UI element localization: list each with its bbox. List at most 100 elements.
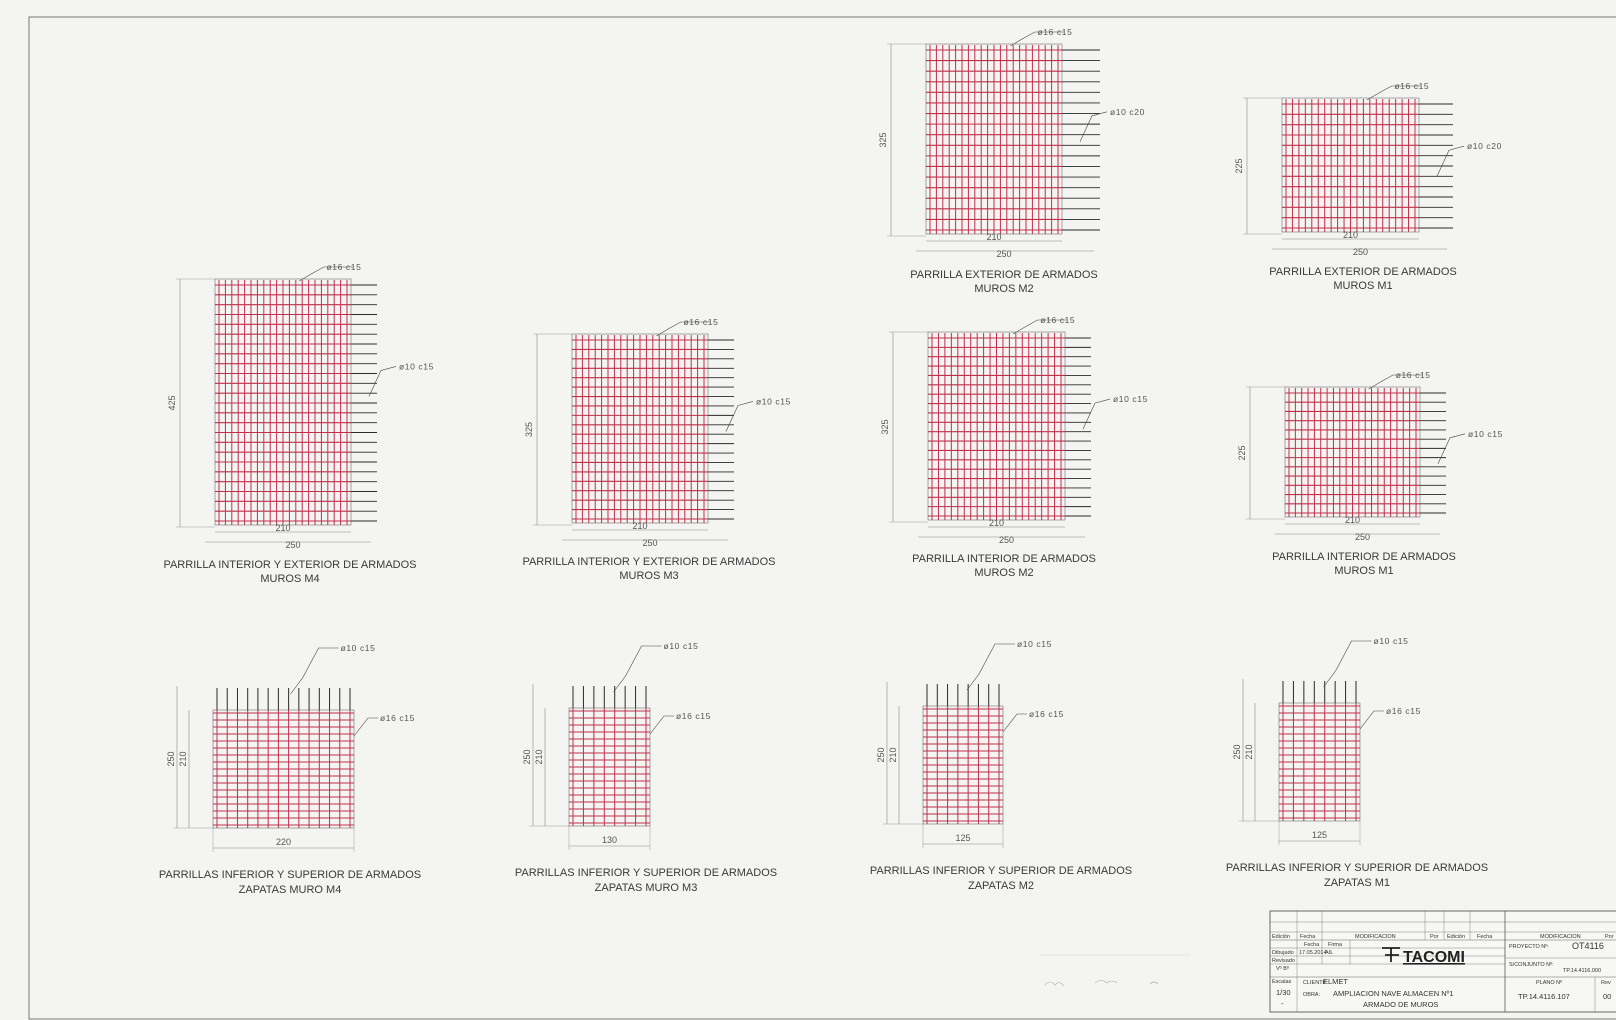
caption-ext-m2-line2: MUROS M2: [974, 283, 1033, 295]
width-dimension: 130: [602, 835, 617, 845]
mesh-outline: [212, 709, 355, 829]
leader-line: [1079, 111, 1108, 142]
height-dimension: 325: [878, 132, 888, 147]
tacomi-logo: TACOMI: [1382, 947, 1465, 966]
tb-fecha-dibujado: 17.05.2014: [1299, 950, 1327, 956]
tb-firma-label: Firma: [1328, 942, 1343, 948]
tb-hdr-fecha: Fecha: [1300, 934, 1316, 940]
inner-width-dimension: 210: [989, 518, 1004, 528]
wall-mesh-panel-0: ø16 c15 ø10 c20 325 210 250: [878, 27, 1145, 259]
width-dimension: 125: [955, 833, 970, 843]
tb-obra: AMPLIACION NAVE ALMACEN Nº1: [1333, 989, 1454, 998]
leader-line: [656, 321, 710, 337]
caption-ext-m1-line1: PARRILLA EXTERIOR DE ARMADOS: [1269, 266, 1456, 278]
leader-line: [1436, 145, 1465, 177]
caption-int-m2-line1: PARRILLA INTERIOR DE ARMADOS: [912, 553, 1096, 565]
tb-hdr-edicion: Edición: [1272, 934, 1290, 940]
title-block: Edición Fecha MODIFICACION Por Edición F…: [1269, 910, 1616, 1013]
caption-m4-line1: PARRILLA INTERIOR Y EXTERIOR DE ARMADOS: [163, 559, 416, 571]
width-dimension: 220: [276, 837, 291, 847]
tb-fecha-label: Fecha: [1304, 942, 1320, 948]
bar-label-top: ø10 c15: [664, 641, 699, 651]
sheet-border: [28, 16, 1616, 1020]
inner-width-dimension: 210: [986, 232, 1001, 242]
caption-zap-m3-line1: PARRILLAS INFERIOR Y SUPERIOR DE ARMADOS: [515, 867, 777, 879]
width-dimension: 125: [1312, 830, 1327, 840]
bar-label-top: ø16 c15: [1396, 370, 1431, 380]
svg-text:TACOMI: TACOMI: [1403, 949, 1465, 966]
tb-firma-dibujado: AIL: [1325, 950, 1333, 956]
inner-height-dimension: 210: [534, 749, 544, 764]
leader-line: [368, 366, 397, 397]
caption-zap-m3-line2: ZAPATAS MURO M3: [595, 882, 698, 894]
height-dimension: 225: [1234, 158, 1244, 173]
tb-rev: 00: [1603, 992, 1611, 1001]
panel-captions: PARRILLA EXTERIOR DE ARMADOS MUROS M2 PA…: [159, 266, 1488, 896]
bar-label-top: ø10 c15: [341, 643, 376, 653]
tb-hdr-por: Por: [1430, 934, 1439, 940]
bar-label-top: ø16 c15: [1394, 81, 1429, 91]
bar-label-side: ø16 c15: [676, 711, 711, 721]
caption-m3-line1: PARRILLA INTERIOR Y EXTERIOR DE ARMADOS: [522, 556, 775, 568]
bar-label-top: ø10 c15: [1017, 639, 1052, 649]
tb-rev-label: Rev: [1601, 980, 1611, 986]
wall-mesh-panel-2: ø16 c15 ø10 c15 425 210 250: [167, 262, 433, 550]
wall-mesh-panel-3: ø16 c15 ø10 c15 325 210 250: [524, 317, 790, 548]
signatures-stamp: [1040, 954, 1190, 987]
mesh-outline: [922, 705, 1004, 825]
outer-height-dimension: 250: [522, 749, 532, 764]
caption-int-m2-line2: MUROS M2: [974, 567, 1033, 579]
inner-height-dimension: 210: [888, 747, 898, 762]
leader-line: [1323, 640, 1372, 688]
tb-vobo: Vº Bº: [1276, 965, 1289, 972]
footing-mesh-panel-7: ø10 c15 ø16 c15 250 210 130: [522, 641, 711, 850]
caption-ext-m1-line2: MUROS M1: [1333, 280, 1392, 292]
tb-cliente-label: CLIENTE:: [1303, 980, 1328, 986]
leader-line: [1002, 713, 1027, 733]
mesh-outline: [927, 331, 1066, 521]
leader-line: [649, 715, 674, 735]
bar-label-top: ø16 c15: [684, 317, 719, 327]
leader-line: [1082, 398, 1111, 430]
mesh-outline: [925, 43, 1063, 235]
caption-ext-m2-line1: PARRILLA EXTERIOR DE ARMADOS: [910, 269, 1097, 281]
tb-hdr-por2: Por: [1605, 934, 1614, 940]
tb-dibujado: Dibujado: [1272, 950, 1294, 956]
footing-mesh-panel-9: ø10 c15 ø16 c15 250 210 125: [1232, 636, 1420, 845]
leader-line: [290, 647, 339, 695]
mesh-outline: [571, 333, 709, 524]
tb-obra-label: OBRA:: [1303, 992, 1321, 998]
wall-mesh-panel-1: ø16 c15 ø10 c20 225 210 250: [1234, 81, 1502, 257]
caption-int-m1-line1: PARRILLA INTERIOR DE ARMADOS: [1272, 551, 1456, 563]
caption-zap-m2-line2: ZAPATAS M2: [968, 880, 1034, 892]
tb-hdr-fecha2: Fecha: [1477, 934, 1493, 940]
mesh-outline: [214, 278, 352, 526]
outer-width-dimension: 250: [999, 535, 1014, 545]
tb-hdr-edicion2: Edición: [1447, 934, 1465, 940]
tb-escala: 1/30: [1276, 988, 1291, 997]
bar-label-side: ø10 c20: [1110, 107, 1145, 117]
caption-zap-m2-line1: PARRILLAS INFERIOR Y SUPERIOR DE ARMADOS: [870, 865, 1132, 877]
leader-line: [1368, 374, 1422, 390]
height-dimension: 225: [1237, 445, 1247, 460]
leader-line: [299, 266, 353, 282]
tb-plano: TP.14.4116.107: [1518, 992, 1570, 1001]
caption-m3-line2: MUROS M3: [619, 570, 678, 582]
tb-plano-label: PLANO Nº: [1536, 979, 1562, 986]
leader-line: [966, 643, 1015, 691]
caption-zap-m4-line1: PARRILLAS INFERIOR Y SUPERIOR DE ARMADOS: [159, 869, 421, 881]
tb-hdr-modificacion: MODIFICACION: [1355, 934, 1396, 940]
caption-zap-m4-line2: ZAPATAS MURO M4: [239, 884, 342, 896]
mesh-outline: [1284, 386, 1421, 518]
leader-line: [353, 717, 378, 737]
leader-line: [1437, 433, 1466, 464]
outer-height-dimension: 250: [1232, 744, 1242, 759]
mesh-outline: [1278, 702, 1361, 822]
outer-width-dimension: 250: [1353, 247, 1368, 257]
outer-height-dimension: 250: [876, 747, 886, 762]
tb-proyecto: OT4116: [1572, 941, 1604, 951]
wall-mesh-panel-4: ø16 c15 ø10 c15 325 210 250: [880, 315, 1147, 545]
bar-label-side: ø10 c20: [1467, 141, 1502, 151]
inner-width-dimension: 210: [1345, 515, 1360, 525]
